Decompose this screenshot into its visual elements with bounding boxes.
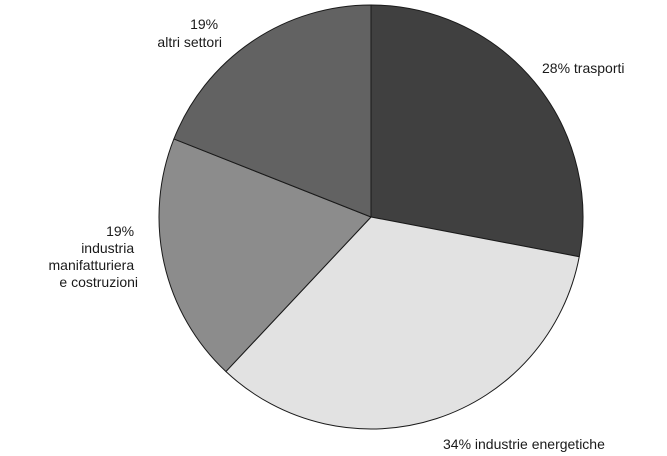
label-industria-line-3: manifatturiera <box>49 257 135 273</box>
label-altri-settori-line-1: 19% <box>190 16 218 32</box>
pie-labels: 28% trasporti 34% industrie energetiche … <box>49 16 625 452</box>
label-industria-manifatturiera: 19% industria manifatturiera e costruzio… <box>49 223 138 290</box>
pie-slice-3 <box>173 4 372 218</box>
label-altri-settori: 19% altri settori <box>157 16 222 50</box>
label-altri-settori-line-2: altri settori <box>157 34 222 50</box>
label-industrie-energetiche-line: 34% industrie energetiche <box>443 436 605 452</box>
pie-slice-1 <box>225 216 580 430</box>
label-industria-line-4: e costruzioni <box>59 274 138 290</box>
pie-slice-2 <box>158 138 372 373</box>
label-industria-line-2: industria <box>81 240 134 256</box>
pie-slice-0 <box>370 4 584 258</box>
label-industrie-energetiche: 34% industrie energetiche <box>443 436 605 452</box>
pie-slices <box>158 4 584 430</box>
label-industria-line-1: 19% <box>106 223 134 239</box>
label-trasporti-line: 28% trasporti <box>542 60 624 76</box>
label-trasporti: 28% trasporti <box>542 60 624 76</box>
